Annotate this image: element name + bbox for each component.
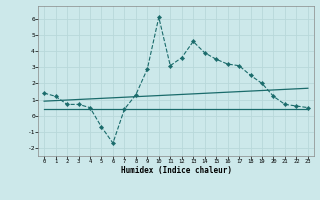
X-axis label: Humidex (Indice chaleur): Humidex (Indice chaleur) bbox=[121, 166, 231, 175]
